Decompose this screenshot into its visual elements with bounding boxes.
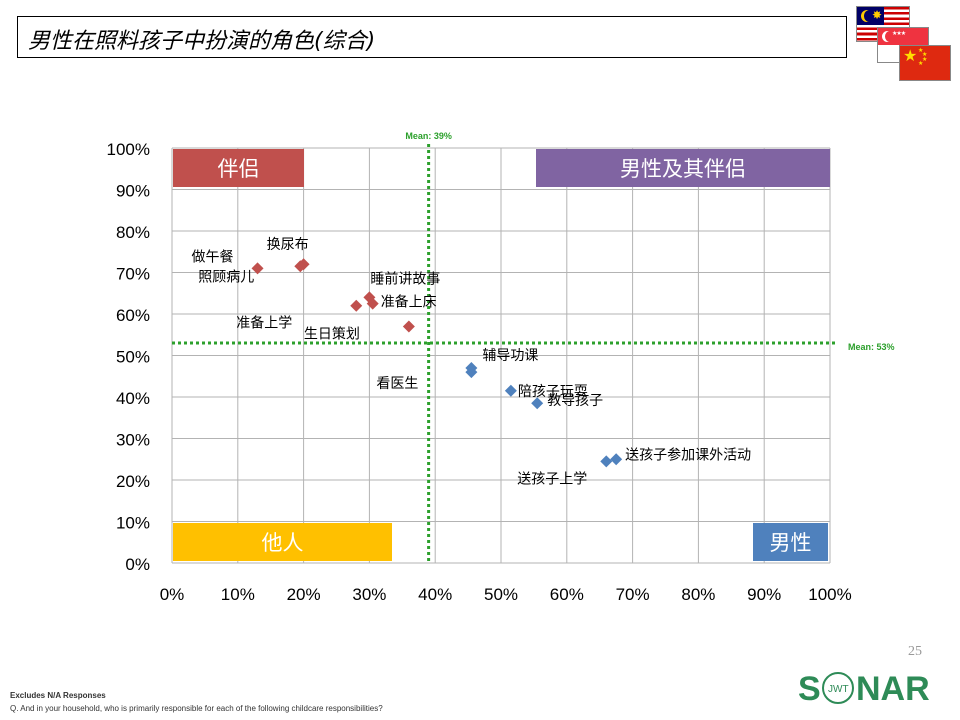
quadrant-box: [536, 149, 830, 187]
data-point-label: 教导孩子: [547, 393, 603, 409]
x-tick-label: 40%: [418, 585, 452, 604]
x-tick-label: 10%: [221, 585, 255, 604]
mean-label-x: Mean: 39%: [405, 131, 452, 141]
data-point-label: 送孩子上学: [517, 471, 587, 487]
y-tick-label: 60%: [116, 306, 150, 325]
x-tick-label: 30%: [352, 585, 386, 604]
y-tick-label: 30%: [116, 431, 150, 450]
x-tick-label: 0%: [160, 585, 185, 604]
y-tick-label: 50%: [116, 348, 150, 367]
quadrant-box: [173, 523, 392, 561]
quadrant-box: [173, 149, 304, 187]
title-box: 男性在照料孩子中扮演的角色(综合): [17, 16, 847, 58]
y-tick-label: 40%: [116, 389, 150, 408]
data-point-marker: [294, 260, 307, 273]
data-point-marker: [610, 453, 623, 466]
x-tick-label: 60%: [550, 585, 584, 604]
mean-lines: Mean: 39% Mean: 53%: [172, 131, 895, 563]
data-point-label: 辅导功课: [482, 348, 538, 364]
x-tick-label: 50%: [484, 585, 518, 604]
y-tick-label: 90%: [116, 182, 150, 201]
data-point-marker: [465, 366, 478, 379]
mean-label-y: Mean: 53%: [848, 342, 895, 352]
china-flag: ★ ★ ★ ★ ★: [899, 45, 951, 81]
data-point-label: 准备上床: [381, 294, 437, 311]
chart-grid: [171, 147, 831, 564]
y-tick-label: 20%: [116, 472, 150, 491]
quadrant-label: 他人: [262, 531, 304, 555]
quadrant-label: 伴侣: [218, 157, 260, 181]
y-tick-label: 0%: [125, 555, 150, 574]
x-tick-label: 20%: [287, 585, 321, 604]
quadrant-label: 男性及其伴侣: [620, 157, 746, 181]
footnote-question: Q. And in your household, who is primari…: [10, 704, 383, 713]
data-point-marker: [600, 455, 613, 468]
sonar-logo: S JWT NAR: [798, 670, 930, 708]
x-tick-label: 90%: [747, 585, 781, 604]
quadrant-label: 男性: [770, 531, 812, 555]
data-point-marker: [504, 384, 517, 397]
data-point-marker: [531, 397, 544, 410]
y-tick-label: 10%: [116, 514, 150, 533]
data-point-label: 送孩子参加课外活动: [625, 446, 751, 463]
data-point-label: 睡前讲故事: [370, 270, 440, 287]
y-tick-label: 70%: [116, 265, 150, 284]
svg-text:NAR: NAR: [856, 670, 930, 708]
y-tick-label: 100%: [107, 140, 150, 159]
data-point-label: 看医生: [376, 376, 418, 392]
data-point-marker: [402, 320, 415, 333]
footnote-exclusion: Excludes N/A Responses: [10, 691, 106, 700]
x-tick-label: 70%: [616, 585, 650, 604]
x-tick-label: 80%: [681, 585, 715, 604]
data-point-marker: [366, 297, 379, 310]
axis-ticks: 0% 10% 20% 30% 40% 50% 60% 70% 80% 90% 100% 0% 10% 20…: [107, 140, 852, 604]
page-number: 25: [908, 644, 922, 659]
data-point-marker: [251, 262, 264, 275]
page-title: 男性在照料孩子中扮演的角色(综合): [28, 29, 376, 54]
svg-text:S: S: [798, 670, 821, 708]
svg-text:JWT: JWT: [828, 684, 849, 695]
data-point-label: 做午餐: [192, 249, 234, 265]
x-tick-label: 100%: [808, 585, 851, 604]
data-points: 做午餐 换尿布照顾病儿 睡前讲故事准备上床准备上学生日策划辅导功课看医生陪孩子玩耍教…: [192, 236, 752, 487]
data-point-label: 换尿布: [267, 236, 309, 253]
data-point-label: 陪孩子玩耍: [518, 384, 588, 400]
data-point-label: 照顾病儿: [198, 269, 254, 285]
y-tick-label: 80%: [116, 223, 150, 242]
data-point-marker: [350, 299, 363, 312]
data-point-label: 准备上学: [236, 315, 292, 332]
quadrant-box: [753, 523, 828, 561]
data-point-label: 生日策划: [304, 325, 360, 342]
